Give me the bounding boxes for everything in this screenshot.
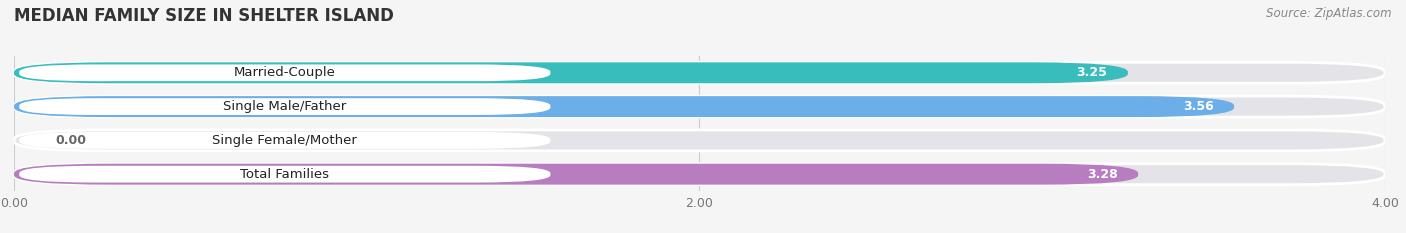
FancyBboxPatch shape (14, 62, 1385, 83)
Text: Source: ZipAtlas.com: Source: ZipAtlas.com (1267, 7, 1392, 20)
FancyBboxPatch shape (14, 164, 1139, 185)
FancyBboxPatch shape (14, 62, 1128, 83)
FancyBboxPatch shape (14, 164, 1385, 185)
Text: Single Female/Mother: Single Female/Mother (212, 134, 357, 147)
FancyBboxPatch shape (14, 130, 1385, 151)
Text: 3.28: 3.28 (1087, 168, 1118, 181)
Text: Married-Couple: Married-Couple (233, 66, 336, 79)
Text: 3.25: 3.25 (1077, 66, 1108, 79)
FancyBboxPatch shape (14, 96, 1385, 117)
FancyBboxPatch shape (14, 96, 1234, 117)
FancyBboxPatch shape (20, 166, 550, 182)
Text: Total Families: Total Families (240, 168, 329, 181)
FancyBboxPatch shape (20, 98, 550, 115)
FancyBboxPatch shape (20, 65, 550, 81)
Text: 0.00: 0.00 (55, 134, 86, 147)
Text: Single Male/Father: Single Male/Father (224, 100, 346, 113)
Text: 3.56: 3.56 (1182, 100, 1213, 113)
FancyBboxPatch shape (20, 132, 550, 149)
Text: MEDIAN FAMILY SIZE IN SHELTER ISLAND: MEDIAN FAMILY SIZE IN SHELTER ISLAND (14, 7, 394, 25)
